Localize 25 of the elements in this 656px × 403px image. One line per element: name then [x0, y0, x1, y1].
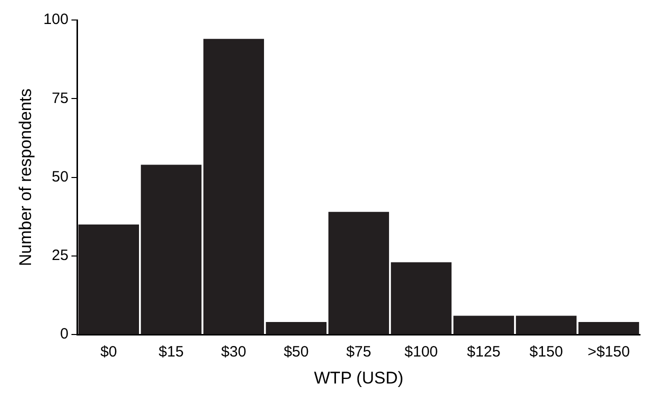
x-tick-label: $100 — [404, 344, 438, 361]
y-tick-label: 100 — [43, 11, 68, 28]
y-tick-label: 75 — [52, 90, 68, 107]
x-tick-label: $125 — [467, 344, 500, 361]
bar — [516, 316, 577, 334]
y-axis-title: Number of respondents — [16, 88, 35, 266]
bar — [78, 224, 139, 334]
bar — [203, 38, 264, 334]
bar — [328, 212, 390, 334]
bar — [140, 164, 202, 334]
x-tick-label: $50 — [284, 344, 309, 361]
x-tick-label: >$150 — [588, 344, 630, 361]
bar — [266, 322, 327, 334]
x-tick-label: $0 — [100, 344, 118, 361]
y-tick-label: 50 — [52, 168, 68, 186]
x-axis-title: WTP (USD) — [314, 368, 404, 388]
bar — [390, 262, 452, 334]
x-tick-label: $75 — [346, 344, 372, 361]
x-tick-label: $15 — [158, 344, 184, 361]
bar — [453, 316, 514, 334]
y-tick-label: 0 — [60, 326, 68, 343]
x-tick-label: $150 — [530, 344, 563, 361]
y-tick-label: 25 — [52, 247, 68, 264]
bar — [578, 322, 640, 334]
x-tick-label: $30 — [221, 344, 246, 361]
